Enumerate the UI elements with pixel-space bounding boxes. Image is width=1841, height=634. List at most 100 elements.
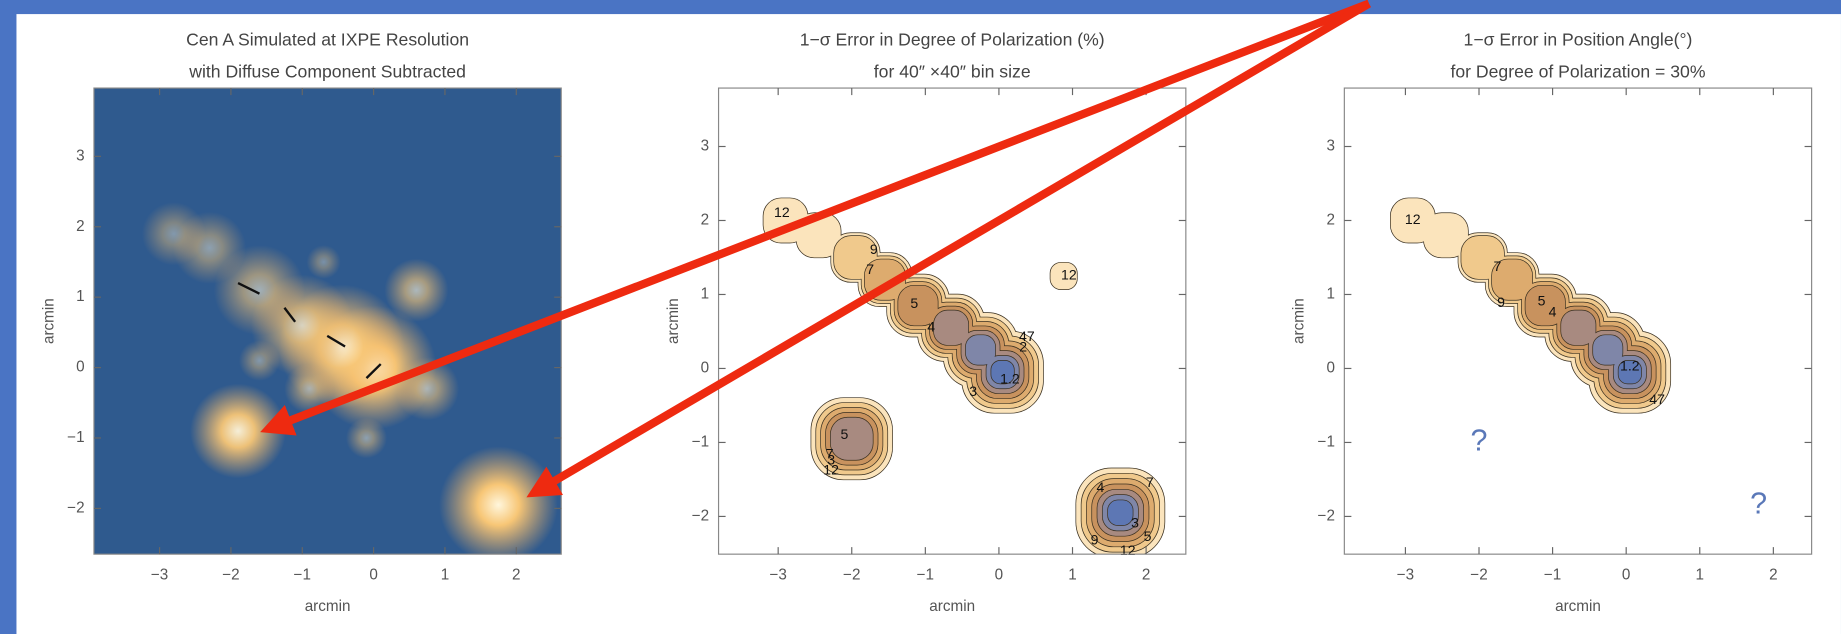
contour-level <box>1617 360 1642 385</box>
emission-blob <box>306 245 341 279</box>
plot-area <box>93 88 562 555</box>
emission-blob <box>284 363 335 414</box>
x-tick-label: 0 <box>995 566 1003 583</box>
x-tick-label: −1 <box>294 566 311 583</box>
contour-label: 7 <box>1493 258 1501 274</box>
x-tick-label: 1 <box>1696 566 1704 583</box>
y-tick-label: 3 <box>76 147 84 164</box>
contour-fill <box>898 285 938 326</box>
contour-fill <box>1561 310 1596 346</box>
contour-label: 4 <box>1549 304 1557 320</box>
x-tick-label: −1 <box>1544 566 1561 583</box>
x-tick-label: −3 <box>769 566 786 583</box>
contour-fill <box>1050 262 1077 290</box>
contour-label: 7 <box>1146 474 1154 490</box>
x-tick-label: 0 <box>1622 566 1630 583</box>
plot-area <box>1389 197 1672 414</box>
contour-label: 4 <box>1097 479 1105 495</box>
emission-blob <box>384 258 449 322</box>
emission-blob <box>141 202 206 266</box>
x-tick-label: −2 <box>843 566 860 583</box>
contour-label: 12 <box>1405 211 1421 227</box>
y-tick-label: −2 <box>692 507 709 524</box>
y-tick-label: 1 <box>76 288 84 305</box>
contour-fill <box>991 360 1014 384</box>
panel-subtitle: with Diffuse Component Subtracted <box>188 61 466 81</box>
panel: 1−σ Error in Degree of Polarization (%) f… <box>665 30 1187 615</box>
y-axis-label: arcmin <box>1291 298 1308 344</box>
x-tick-label: 0 <box>369 566 377 583</box>
x-tick-label: 1 <box>441 566 449 583</box>
contour-label: 12 <box>774 204 790 220</box>
x-tick-label: −3 <box>1397 566 1414 583</box>
contour-label: 3 <box>969 383 977 399</box>
contour-fill <box>1593 335 1623 365</box>
plot-frame <box>717 87 1187 555</box>
contour-label: 9 <box>1497 294 1505 310</box>
emission-blob <box>190 383 287 479</box>
x-tick-label: 2 <box>1769 566 1777 583</box>
panel-subtitle: for 40″ ×40″ bin size <box>874 61 1031 81</box>
contour-label: 47 <box>1019 328 1035 344</box>
contour-level <box>990 360 1134 526</box>
contour-label: 12 <box>1061 267 1077 283</box>
x-axis-label: arcmin <box>1555 598 1601 615</box>
contour-label: 1.2 <box>1000 370 1020 386</box>
plot-frame <box>93 87 562 555</box>
contour-fill <box>1107 500 1133 526</box>
y-axis-label: arcmin <box>40 298 57 344</box>
contour-label: ? <box>1750 486 1767 520</box>
y-tick-label: 2 <box>1326 212 1334 229</box>
x-tick-label: 2 <box>512 566 520 583</box>
y-tick-label: −1 <box>692 433 709 450</box>
polarization-vector <box>237 282 260 295</box>
x-tick-label: 1 <box>1068 566 1076 583</box>
contour-label: 47 <box>1649 391 1665 407</box>
contour-label: 5 <box>1144 528 1152 544</box>
x-axis-label: arcmin <box>305 598 351 615</box>
y-tick-label: 1 <box>701 286 709 303</box>
contour-fill <box>1423 213 1468 258</box>
contour-label: 5 <box>1538 293 1546 309</box>
contour-label: ? <box>1471 424 1488 458</box>
y-tick-label: 3 <box>1326 138 1334 155</box>
x-tick-label: −2 <box>1470 566 1487 583</box>
y-tick-label: 1 <box>1326 286 1334 303</box>
contour-fill <box>1618 360 1642 384</box>
contour-label: 5 <box>910 295 918 311</box>
y-tick-label: 2 <box>76 218 84 235</box>
x-tick-label: 2 <box>1142 566 1150 583</box>
arrows <box>260 0 1372 498</box>
panel-title: 1−σ Error in Degree of Polarization (%) <box>800 30 1105 50</box>
contour-label: 3 <box>1131 515 1139 531</box>
contour-fill <box>1491 259 1533 300</box>
emission-blob <box>238 340 281 381</box>
contour-label: 2 <box>1019 338 1027 354</box>
contour-label: 5 <box>840 426 848 442</box>
emission-blob <box>345 417 388 459</box>
y-axis-label: arcmin <box>665 298 682 344</box>
y-tick-label: 3 <box>701 138 709 155</box>
plot-area <box>762 197 1166 555</box>
contour-fill <box>830 417 873 460</box>
panel: Cen A Simulated at IXPE Resolution with D… <box>40 30 562 615</box>
y-tick-label: −2 <box>67 499 84 516</box>
x-tick-label: −1 <box>917 566 934 583</box>
contour-label: 7 <box>866 261 874 277</box>
y-tick-label: −1 <box>1318 433 1335 450</box>
contour-fill <box>1525 285 1566 326</box>
contour-label: 4 <box>927 318 935 334</box>
plot-frame <box>1343 87 1813 555</box>
y-tick-label: 2 <box>701 212 709 229</box>
contour-fill <box>965 335 996 365</box>
contour-label: 9 <box>870 241 878 257</box>
y-tick-label: 0 <box>701 359 709 376</box>
x-tick-label: −2 <box>222 566 239 583</box>
panel-subtitle: for Degree of Polarization = 30% <box>1450 61 1705 81</box>
y-tick-label: −2 <box>1318 507 1335 524</box>
polarization-vector <box>365 363 382 379</box>
x-axis-label: arcmin <box>929 598 975 615</box>
panel-title: Cen A Simulated at IXPE Resolution <box>186 30 469 50</box>
panel: 1−σ Error in Position Angle(°) for Degree… <box>1291 30 1813 615</box>
